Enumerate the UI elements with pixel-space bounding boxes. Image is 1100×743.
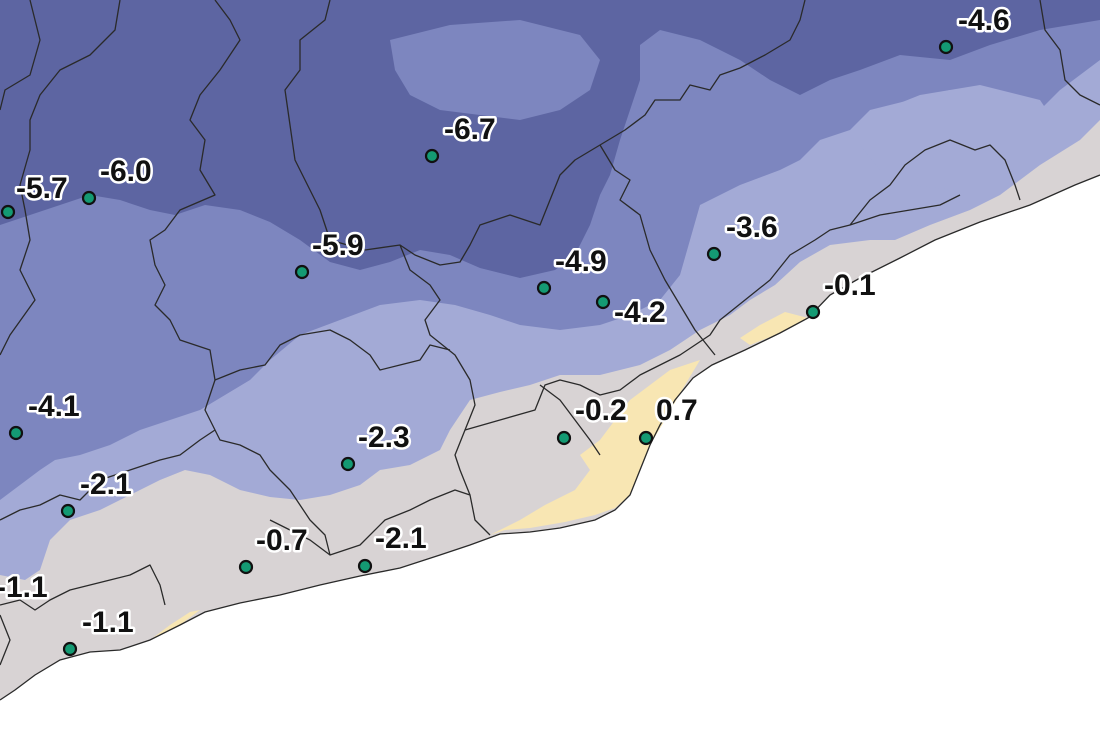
station-value-label: -4.1 <box>28 390 80 423</box>
station-marker[interactable] <box>536 280 552 296</box>
station-value-label: -6.7 <box>444 113 496 146</box>
station-marker[interactable] <box>238 559 254 575</box>
station-marker[interactable] <box>938 39 954 55</box>
station-value-label: -6.0 <box>100 155 152 188</box>
cool-patch-north <box>390 20 600 120</box>
station-marker[interactable] <box>340 456 356 472</box>
station-value-label: -0.2 <box>575 394 627 427</box>
station-labels: -4.6 -6.7 -5.7 -6.0 -5.9 -3.6 -0.1 -4.9 … <box>0 2 1012 642</box>
station-value-label: -5.9 <box>312 229 364 262</box>
station-value-label: -0.7 <box>256 524 308 557</box>
station-value-label: -5.7 <box>16 172 68 205</box>
station-marker[interactable] <box>638 430 654 446</box>
comarca-borders <box>0 0 1100 666</box>
station-value-label: -4.9 <box>555 245 607 278</box>
station-value-label: -1.1 <box>0 571 48 604</box>
cold-zone-dark <box>0 0 1100 278</box>
station-value-label: -1.1 <box>82 606 134 639</box>
station-value-label: -4.6 <box>958 4 1010 37</box>
warm-zone-east <box>740 312 808 345</box>
station-marker[interactable] <box>294 264 310 280</box>
coastline <box>0 174 1100 701</box>
station-value-label: -2.3 <box>358 421 410 454</box>
station-marker[interactable] <box>357 558 373 574</box>
station-marker[interactable] <box>81 190 97 206</box>
station-value-label: -2.1 <box>80 468 132 501</box>
station-value-label: -2.1 <box>375 522 427 555</box>
station-marker[interactable] <box>60 503 76 519</box>
station-value-label: 0.7 <box>656 394 698 427</box>
weather-stations <box>0 39 954 657</box>
station-marker[interactable] <box>424 148 440 164</box>
station-marker[interactable] <box>805 304 821 320</box>
station-marker[interactable] <box>595 294 611 310</box>
station-marker[interactable] <box>62 641 78 657</box>
station-marker[interactable] <box>706 246 722 262</box>
station-marker[interactable] <box>0 204 16 220</box>
warm-zone-west <box>150 610 200 640</box>
station-value-label: -4.2 <box>614 296 666 329</box>
station-marker[interactable] <box>556 430 572 446</box>
station-value-label: -0.1 <box>824 269 876 302</box>
station-value-label: -3.6 <box>726 211 778 244</box>
station-marker[interactable] <box>8 425 24 441</box>
cool-patch-northeast <box>860 85 1060 190</box>
